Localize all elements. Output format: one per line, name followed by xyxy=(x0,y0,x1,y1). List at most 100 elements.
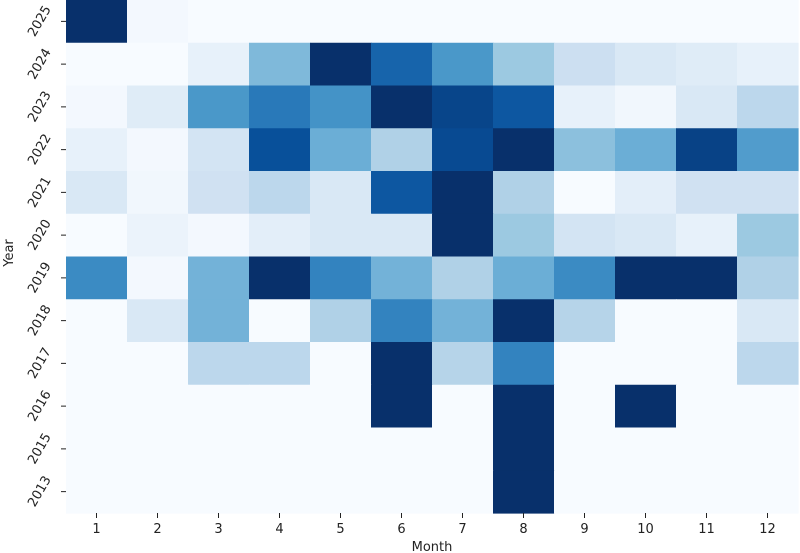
y-axis-title: Year xyxy=(2,239,17,268)
heatmap-cell-2022-7 xyxy=(432,128,494,172)
heatmap-cell-2022-4 xyxy=(249,128,311,172)
x-tick-label: 6 xyxy=(397,522,405,537)
heatmap-cell-2020-7 xyxy=(432,213,494,258)
heatmap-cell-2023-8 xyxy=(493,85,555,129)
x-tick-label: 2 xyxy=(153,522,161,537)
y-tick-label: 2023 xyxy=(25,89,55,125)
heatmap-cell-2020-4 xyxy=(249,213,311,258)
heatmap-cell-2025-11 xyxy=(676,0,738,44)
heatmap-cell-2023-6 xyxy=(371,85,433,129)
heatmap-cell-2020-8 xyxy=(493,213,555,258)
heatmap-cell-2016-3 xyxy=(188,384,250,429)
heatmap-cell-2020-10 xyxy=(615,213,677,258)
heatmap-cell-2013-5 xyxy=(310,470,372,514)
heatmap-cell-2016-10 xyxy=(615,384,677,429)
heatmap-cell-2021-1 xyxy=(66,171,128,215)
heatmap-cell-2021-12 xyxy=(737,171,799,215)
heatmap-cell-2023-3 xyxy=(188,85,250,129)
heatmap-cell-2015-10 xyxy=(615,427,677,471)
x-tick-label: 12 xyxy=(759,522,776,537)
heatmap-cell-2025-7 xyxy=(432,0,494,44)
heatmap-cell-2020-12 xyxy=(737,213,799,258)
y-tick-label: 2019 xyxy=(25,260,55,296)
heatmap-cell-2017-12 xyxy=(737,342,799,386)
heatmap-cell-2020-5 xyxy=(310,213,372,258)
heatmap-cell-2016-7 xyxy=(432,384,494,429)
heatmap-cell-2023-1 xyxy=(66,85,128,129)
heatmap-cell-2018-6 xyxy=(371,299,433,343)
heatmap-cell-2024-4 xyxy=(249,42,311,87)
heatmap-cell-2025-4 xyxy=(249,0,311,44)
x-tick-label: 11 xyxy=(698,522,715,537)
heatmap-cell-2015-5 xyxy=(310,427,372,471)
heatmap-cell-2021-5 xyxy=(310,171,372,215)
heatmap-cell-2025-8 xyxy=(493,0,555,44)
heatmap-cell-2017-4 xyxy=(249,342,311,386)
heatmap-cell-2021-8 xyxy=(493,171,555,215)
heatmap-cell-2015-12 xyxy=(737,427,799,471)
heatmap-cell-2023-7 xyxy=(432,85,494,129)
heatmap-cell-2013-2 xyxy=(127,470,189,514)
heatmap-cell-2019-1 xyxy=(66,256,128,300)
heatmap-cell-2017-7 xyxy=(432,342,494,386)
heatmap-cell-2015-6 xyxy=(371,427,433,471)
heatmap-cell-2019-12 xyxy=(737,256,799,300)
heatmap-cell-2023-2 xyxy=(127,85,189,129)
heatmap-cell-2022-10 xyxy=(615,128,677,172)
y-tick-label: 2016 xyxy=(25,388,55,424)
heatmap-cell-2018-10 xyxy=(615,299,677,343)
y-tick-label: 2020 xyxy=(25,217,55,253)
heatmap-cell-2020-3 xyxy=(188,213,250,258)
heatmap-cell-2021-3 xyxy=(188,171,250,215)
heatmap-cell-2018-4 xyxy=(249,299,311,343)
heatmap-cell-2023-4 xyxy=(249,85,311,129)
heatmap-cell-2025-6 xyxy=(371,0,433,44)
heatmap-cell-2025-10 xyxy=(615,0,677,44)
heatmap-cell-2019-5 xyxy=(310,256,372,300)
heatmap-cell-2016-4 xyxy=(249,384,311,429)
heatmap-cell-2021-2 xyxy=(127,171,189,215)
y-axis: 2025 2024 2023 2022 2021 2020 2019 2018 2017 2016… xyxy=(25,3,66,510)
heatmap-cell-2019-6 xyxy=(371,256,433,300)
heatmap-cell-2025-5 xyxy=(310,0,372,44)
heatmap-cell-2015-1 xyxy=(66,427,128,471)
heatmap-cell-2021-6 xyxy=(371,171,433,215)
heatmap-cell-2013-7 xyxy=(432,470,494,514)
heatmap-cell-2024-11 xyxy=(676,42,738,87)
x-tick-label: 9 xyxy=(580,522,588,537)
heatmap-cell-2016-5 xyxy=(310,384,372,429)
x-tick-label: 10 xyxy=(637,522,654,537)
heatmap-cell-2021-7 xyxy=(432,171,494,215)
y-tick-label: 2017 xyxy=(25,345,55,381)
heatmap-cell-2022-11 xyxy=(676,128,738,172)
heatmap-cell-2023-5 xyxy=(310,85,372,129)
heatmap-cell-2017-5 xyxy=(310,342,372,386)
x-tick-label: 3 xyxy=(214,522,222,537)
heatmap-cell-2025-3 xyxy=(188,0,250,44)
heatmap-cell-2022-9 xyxy=(554,128,616,172)
y-tick-label: 2013 xyxy=(25,474,55,510)
x-tick-label: 8 xyxy=(519,522,527,537)
heatmap-cell-2024-12 xyxy=(737,42,799,87)
heatmap-cell-2024-7 xyxy=(432,42,494,87)
heatmap-cell-2018-8 xyxy=(493,299,555,343)
heatmap-cell-2015-2 xyxy=(127,427,189,471)
heatmap-cell-2013-9 xyxy=(554,470,616,514)
y-tick-label: 2025 xyxy=(25,3,55,39)
heatmap-cell-2013-6 xyxy=(371,470,433,514)
y-tick-label: 2022 xyxy=(25,132,55,168)
heatmap-cell-2015-11 xyxy=(676,427,738,471)
heatmap-cell-2024-2 xyxy=(127,42,189,87)
heatmap-cell-2022-5 xyxy=(310,128,372,172)
x-tick-label: 1 xyxy=(92,522,100,537)
heatmap-cell-2023-10 xyxy=(615,85,677,129)
heatmap-cell-2016-8 xyxy=(493,384,555,429)
heatmap-cell-2025-1 xyxy=(66,0,128,44)
heatmap-cell-2025-2 xyxy=(127,0,189,44)
heatmap-cell-2022-3 xyxy=(188,128,250,172)
heatmap-cell-2013-11 xyxy=(676,470,738,514)
heatmap-cell-2025-9 xyxy=(554,0,616,44)
heatmap-cell-2019-7 xyxy=(432,256,494,300)
heatmap-cell-2023-11 xyxy=(676,85,738,129)
